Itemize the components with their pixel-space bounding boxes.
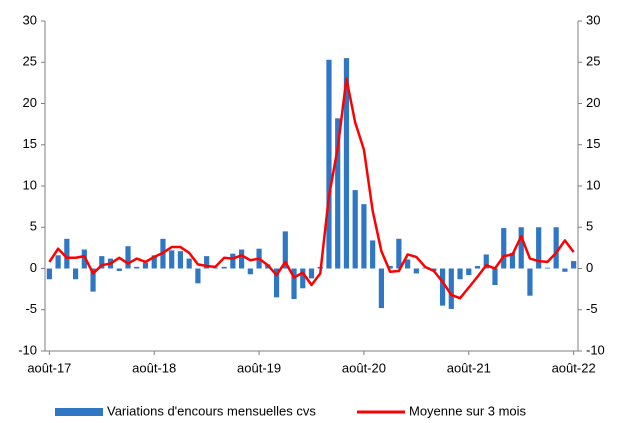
y-tick-label: -5: [25, 301, 37, 316]
y-tick-label: 20: [23, 95, 37, 110]
y2-tick-label: 30: [586, 12, 600, 27]
bar: [413, 268, 419, 274]
y2-tick-label: 0: [586, 260, 593, 275]
bar: [378, 268, 385, 309]
bar: [492, 268, 498, 285]
bar: [177, 251, 184, 269]
x-tick-label: août-22: [552, 360, 596, 375]
bar: [116, 268, 122, 271]
bar: [335, 118, 341, 269]
y-tick-label: 25: [23, 54, 37, 69]
bar: [142, 262, 149, 269]
bar: [72, 268, 79, 280]
bar: [169, 250, 175, 269]
bar: [273, 268, 280, 298]
bar: [544, 267, 551, 269]
bar: [352, 190, 358, 269]
bar: [326, 59, 332, 269]
bar: [343, 58, 350, 269]
bar: [81, 249, 87, 269]
bar: [387, 266, 393, 269]
y-tick-label: 15: [23, 136, 37, 151]
bar: [457, 268, 463, 280]
bar: [300, 268, 306, 289]
bar: [448, 268, 454, 309]
bar: [238, 249, 245, 269]
y2-tick-label: 15: [586, 136, 600, 151]
bar: [151, 255, 157, 269]
bar: [204, 256, 210, 269]
y-tick-label: 30: [23, 12, 37, 27]
y-tick-label: -10: [18, 342, 37, 357]
bar: [64, 238, 70, 269]
bar: [221, 266, 227, 269]
y2-tick-label: -10: [586, 342, 605, 357]
bar: [396, 238, 402, 269]
y-tick-label: 0: [30, 260, 37, 275]
bar: [370, 240, 376, 269]
line: [48, 77, 575, 300]
x-tick-label: août-21: [447, 360, 491, 375]
y2-tick-label: 5: [586, 219, 593, 234]
bar: [562, 268, 568, 272]
bar: [571, 261, 577, 269]
bar: [553, 227, 559, 269]
bar: [483, 254, 489, 269]
bar: [46, 268, 52, 280]
bar: [230, 253, 236, 269]
x-tick-label: août-18: [132, 360, 176, 375]
bar: [405, 259, 411, 269]
bar: [308, 268, 315, 279]
y2-tick-label: 25: [586, 54, 600, 69]
x-tick-label: août-19: [237, 360, 281, 375]
bar: [134, 266, 140, 269]
y-tick-label: 5: [30, 219, 37, 234]
bar: [291, 268, 297, 300]
bar: [527, 268, 533, 296]
bar: [501, 228, 507, 269]
y2-tick-label: 20: [586, 95, 600, 110]
y2-tick-label: 10: [586, 177, 600, 192]
legend-label: Variations d'encours mensuelles cvs: [107, 403, 316, 418]
bar: [361, 204, 367, 269]
bar: [99, 256, 105, 269]
bar: [90, 268, 96, 292]
bar: [466, 268, 472, 276]
bar: [195, 268, 201, 284]
y-tick-label: 10: [23, 177, 37, 192]
bar: [509, 252, 516, 269]
x-tick-label: août-17: [27, 360, 71, 375]
bar: [247, 268, 253, 275]
legend-label: Moyenne sur 3 mois: [409, 403, 527, 418]
legend-swatch: [55, 408, 103, 416]
bar: [55, 255, 61, 269]
bar: [536, 227, 542, 269]
bar: [474, 266, 481, 269]
x-tick-label: août-20: [342, 360, 386, 375]
y2-tick-label: -5: [586, 301, 598, 316]
bar: [518, 227, 524, 269]
bar: [186, 258, 192, 269]
bar: [282, 231, 288, 269]
bar: [125, 246, 131, 269]
bar: [439, 268, 446, 306]
